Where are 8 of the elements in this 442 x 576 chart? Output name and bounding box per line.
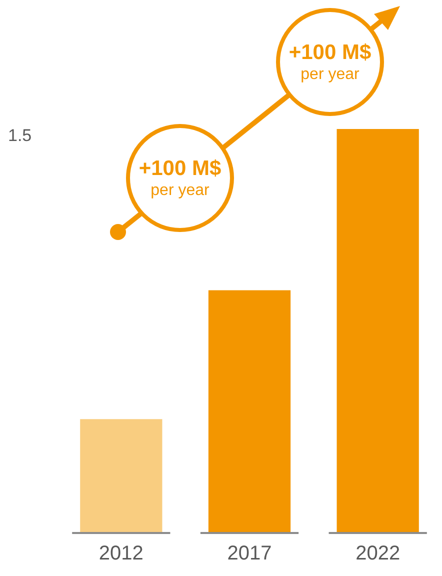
badge: +100 M$ per year (276, 8, 384, 116)
badge: +100 M$ per year (126, 124, 234, 232)
x-tick-label: 2022 (356, 542, 400, 565)
x-tick-label: 2017 (227, 542, 272, 565)
annotation: +100 M$ (138, 156, 222, 180)
annotation: per year (150, 180, 210, 200)
text: 1.5 (8, 126, 32, 146)
x-tick-label: 2012 (98, 542, 144, 565)
